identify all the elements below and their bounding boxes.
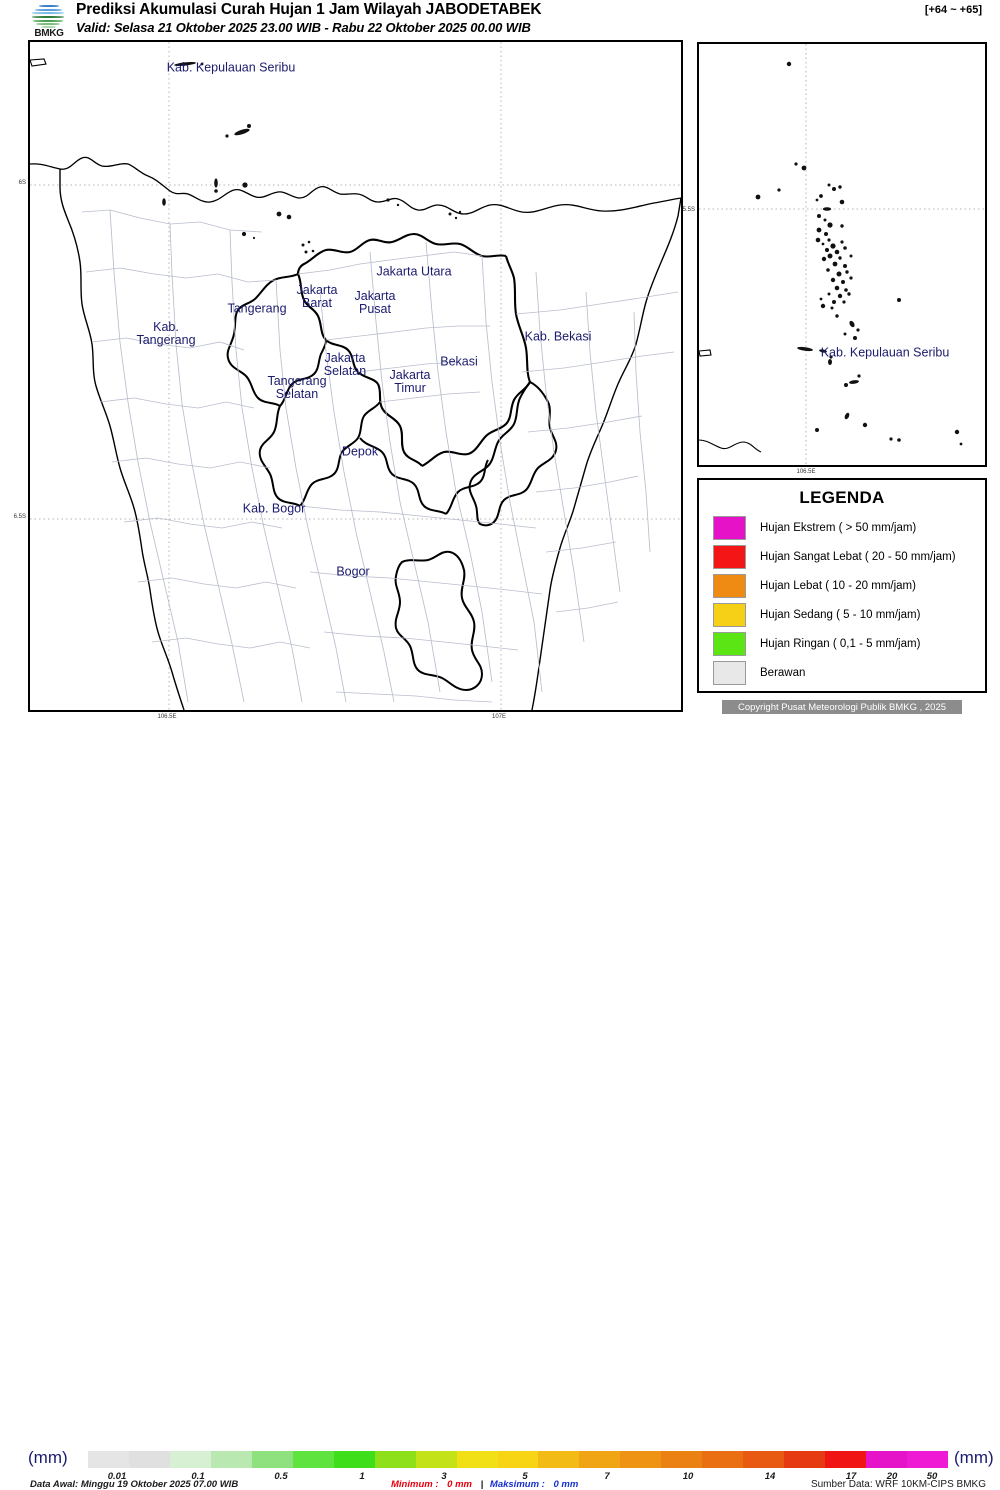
axis-tick-lon-107e: 107E [491, 714, 507, 720]
legend-swatch-hujan-sedang [713, 602, 746, 627]
min-max-text: Minimum : 0 mm | Maksimum : 0 mm [391, 1479, 578, 1490]
colorbar-tick-10: 10 [682, 1471, 694, 1482]
colorbar-segment [128, 1451, 170, 1468]
legend-item-hujan-sangat-lebat: Hujan Sangat Lebat ( 20 - 50 mm/jam) [713, 542, 981, 571]
map-label-jakarta-barat: Jakarta Barat [296, 282, 338, 310]
map-label-kab-tangerang: Kab. Tangerang [136, 319, 196, 347]
subdistrict-lines [81, 209, 679, 703]
colorbar-segment [415, 1451, 457, 1468]
sumber-data-text: Sumber Data: WRF 10KM-CIPS BMKG [810, 1479, 986, 1490]
minimum-label: Minimum : [391, 1479, 439, 1490]
map-label-kab-bekasi: Kab. Bekasi [524, 329, 592, 344]
colorbar-segment [620, 1451, 662, 1468]
main-map-panel[interactable] [28, 40, 683, 712]
legend-item-hujan-sedang: Hujan Sedang ( 5 - 10 mm/jam) [713, 600, 981, 629]
inset-label-kab-kepulauan-seribu: Kab. Kepulauan Seribu [820, 345, 950, 360]
colorbar-segment [784, 1451, 826, 1468]
legend-label-hujan-sedang: Hujan Sedang ( 5 - 10 mm/jam) [760, 608, 921, 621]
main-map-canvas [30, 42, 681, 710]
colorbar-segment [579, 1451, 621, 1468]
legend-item-hujan-ekstrem: Hujan Ekstrem ( > 50 mm/jam) [713, 513, 981, 542]
map-label-jakarta-selatan: Jakarta Selatan [323, 350, 367, 378]
inset-map-geometry [699, 44, 985, 465]
minimum-value: 0 mm [447, 1479, 472, 1490]
seribu-islands [162, 62, 315, 254]
map-label-tangerang-selatan: Tangerang Selatan [267, 373, 327, 401]
map-label-bogor: Bogor [336, 564, 370, 579]
legend-swatch-hujan-ekstrem [713, 515, 746, 540]
colorbar-segment [88, 1451, 129, 1468]
colorbar-segment [825, 1451, 867, 1468]
axis-tick-lat-65s: 6.5S [13, 514, 26, 520]
maksimum-label: Maksimum : [489, 1479, 545, 1490]
colorbar-segment [907, 1451, 949, 1468]
colorbar-segment [538, 1451, 580, 1468]
colorbar-segment [497, 1451, 539, 1468]
colorbar-segment [866, 1451, 908, 1468]
colorbar-tick-14: 14 [764, 1471, 776, 1482]
legend-item-hujan-lebat: Hujan Lebat ( 10 - 20 mm/jam) [713, 571, 981, 600]
colorbar-segment [333, 1451, 375, 1468]
legend-label-hujan-lebat: Hujan Lebat ( 10 - 20 mm/jam) [760, 579, 916, 592]
map-label-kab-kepulauan-seribu: Kab. Kepulauan Seribu [166, 60, 296, 75]
colorbar-tick-0-5: 0.5 [274, 1471, 288, 1482]
map-label-kab-bogor: Kab. Bogor [242, 501, 306, 516]
maksimum-value: 0 mm [553, 1479, 579, 1490]
map-label-bekasi: Bekasi [440, 354, 478, 369]
colorbar-unit-left: (mm) [28, 1448, 68, 1467]
legend-title: LEGENDA [799, 488, 885, 507]
colorbar-segment [251, 1451, 293, 1468]
page-header: BMKG Prediksi Akumulasi Curah Hujan 1 Ja… [0, 0, 1000, 40]
inset-seribu-islands [755, 61, 963, 446]
colorbar-segment [210, 1451, 252, 1468]
main-map-geometry [30, 42, 681, 710]
legend-swatch-hujan-sangat-lebat [713, 544, 746, 569]
colorbar-segment [374, 1451, 416, 1468]
colorbar-gradient[interactable] [88, 1451, 949, 1468]
legend-label-berawan: Berawan [760, 666, 806, 679]
bmkg-logo-text: BMKG [34, 28, 64, 39]
legend-swatch-hujan-ringan [713, 631, 746, 656]
colorbar-tick-7: 7 [604, 1471, 610, 1482]
map-label-jakarta-utara: Jakarta Utara [376, 264, 452, 279]
page-title: Prediksi Akumulasi Curah Hujan 1 Jam Wil… [76, 1, 542, 18]
inset-map-canvas [699, 44, 985, 465]
inset-axis-tick-lat-55s: 5.5S [682, 207, 695, 213]
colorbar-segment [661, 1451, 703, 1468]
inset-graticule [699, 44, 985, 465]
legend-swatch-berawan [713, 660, 746, 685]
copyright-bar: Copyright Pusat Meteorologi Publik BMKG … [722, 700, 962, 714]
colorbar-segment [169, 1451, 211, 1468]
colorbar-tick-1: 1 [359, 1471, 365, 1482]
colorbar-segment [292, 1451, 334, 1468]
map-label-jakarta-timur: Jakarta Timur [389, 367, 431, 395]
axis-tick-lat-6s: 6S [18, 180, 26, 186]
bmkg-logo-mark [30, 2, 66, 29]
legend-item-hujan-ringan: Hujan Ringan ( 0,1 - 5 mm/jam) [713, 629, 981, 658]
forecast-step-range: [+64 ~ +65] [924, 4, 982, 16]
map-label-tangerang: Tangerang [227, 301, 287, 316]
legend-panel: LEGENDA Hujan Ekstrem ( > 50 mm/jam) Huj… [697, 478, 987, 693]
legend-label-hujan-ekstrem: Hujan Ekstrem ( > 50 mm/jam) [760, 521, 917, 534]
valid-period-text: Valid: Selasa 21 Oktober 2025 23.00 WIB … [76, 20, 531, 35]
legend-rows: Hujan Ekstrem ( > 50 mm/jam) Hujan Sanga… [713, 513, 981, 687]
graticule [30, 42, 681, 710]
colorbar-unit-right: (mm) [954, 1448, 994, 1467]
colorbar-segment [743, 1451, 785, 1468]
legend-label-hujan-sangat-lebat: Hujan Sangat Lebat ( 20 - 50 mm/jam) [760, 550, 956, 563]
data-awal-text: Data Awal: Minggu 19 Oktober 2025 07.00 … [30, 1479, 239, 1490]
bmkg-logo: BMKG [22, 2, 74, 40]
axis-tick-lon-1065e: 106.5E [157, 714, 177, 720]
minmax-separator: | [480, 1479, 484, 1490]
colorbar-area: (mm) (mm) 0.01 0.1 0.5 1 3 5 7 10 14 17 … [0, 722, 1000, 1490]
inset-axis-tick-lon-1065e: 106.5E [796, 469, 816, 475]
map-label-jakarta-pusat: Jakarta Pusat [354, 288, 396, 316]
colorbar-segment [456, 1451, 498, 1468]
colorbar-segment [702, 1451, 744, 1468]
legend-item-berawan: Berawan [713, 658, 981, 687]
legend-label-hujan-ringan: Hujan Ringan ( 0,1 - 5 mm/jam) [760, 637, 921, 650]
inset-map-panel[interactable] [697, 42, 987, 467]
map-label-depok: Depok [341, 444, 379, 459]
legend-swatch-hujan-lebat [713, 573, 746, 598]
